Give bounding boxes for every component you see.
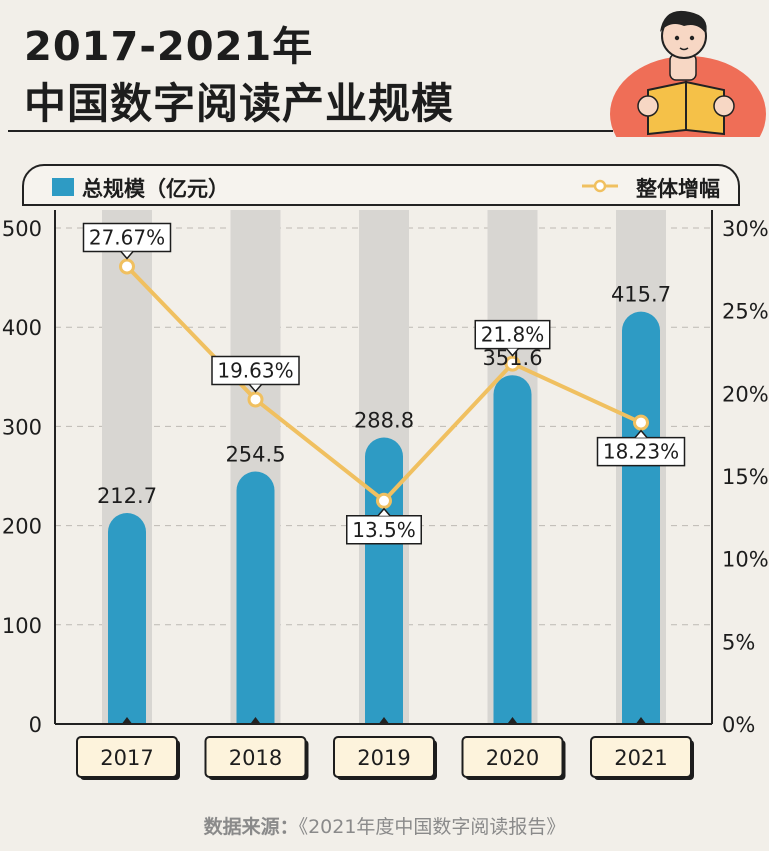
y-tick-label: 0 bbox=[29, 713, 42, 737]
legend-swatch-line bbox=[582, 179, 618, 193]
bar bbox=[365, 437, 403, 724]
y-tick-label: 500 bbox=[2, 217, 42, 241]
bar bbox=[108, 513, 146, 724]
bar-value-label: 415.7 bbox=[611, 283, 671, 307]
growth-value-label: 21.8% bbox=[481, 323, 545, 347]
bar-value-label: 254.5 bbox=[225, 443, 285, 467]
growth-value-label: 18.23% bbox=[603, 440, 679, 464]
y-tick-label: 100 bbox=[2, 614, 42, 638]
growth-label-box bbox=[82, 222, 172, 253]
x-tick-label: 2020 bbox=[486, 746, 539, 770]
x-label-box bbox=[461, 736, 564, 778]
growth-point bbox=[633, 414, 649, 431]
x-label-box bbox=[333, 736, 435, 778]
growth-point bbox=[119, 258, 135, 275]
growth-label-pointer bbox=[634, 429, 648, 439]
x-label-box bbox=[76, 736, 178, 778]
bar bbox=[236, 471, 275, 724]
growth-value-label: 19.63% bbox=[217, 358, 293, 382]
legend-swatch-bar bbox=[52, 178, 74, 196]
growth-label-pointer bbox=[120, 251, 134, 260]
source-label: 数据来源： bbox=[203, 816, 299, 838]
growth-label-box bbox=[346, 515, 422, 545]
y-tick-label: 400 bbox=[2, 316, 42, 340]
growth-label-box bbox=[211, 355, 300, 386]
reader-illustration-icon bbox=[610, 10, 766, 137]
x-tick-label: 2018 bbox=[229, 746, 282, 770]
y2-tick-label: 0% bbox=[722, 713, 755, 737]
growth-point bbox=[247, 391, 264, 408]
x-tick-label: 2017 bbox=[100, 746, 153, 770]
chart-title-line1: 2017-2021年 bbox=[24, 24, 314, 70]
growth-label-pointer bbox=[248, 383, 263, 393]
source-note: 数据来源：《2021年度中国数字阅读报告》 bbox=[0, 812, 769, 839]
x-tick-marker bbox=[635, 717, 647, 725]
y2-tick-label: 5% bbox=[722, 630, 755, 654]
x-tick-marker bbox=[506, 717, 519, 725]
x-tick-marker bbox=[249, 717, 262, 725]
growth-label-box bbox=[474, 319, 551, 350]
x-label-box bbox=[590, 736, 692, 778]
growth-label-pointer bbox=[505, 348, 520, 357]
y2-tick-label: 10% bbox=[722, 548, 769, 572]
legend-label-line: 整体增幅 bbox=[636, 177, 720, 201]
bar-value-label: 212.7 bbox=[97, 484, 157, 508]
y-tick-label: 300 bbox=[2, 415, 42, 439]
y2-tick-label: 25% bbox=[722, 300, 769, 324]
growth-point bbox=[504, 355, 521, 372]
x-tick-marker bbox=[378, 717, 390, 725]
x-tick-label: 2019 bbox=[357, 746, 410, 770]
growth-point bbox=[376, 492, 392, 509]
x-tick-label: 2021 bbox=[614, 746, 667, 770]
growth-value-label: 27.67% bbox=[89, 226, 165, 250]
x-label-box bbox=[204, 736, 307, 778]
title-divider bbox=[8, 130, 613, 132]
chart-legend: 总规模（亿元） 整体增幅 bbox=[22, 164, 740, 206]
bar bbox=[622, 311, 660, 724]
growth-label-pointer bbox=[377, 507, 391, 517]
growth-label-box bbox=[596, 436, 686, 467]
y2-tick-label: 30% bbox=[722, 217, 769, 241]
growth-value-label: 13.5% bbox=[352, 518, 416, 542]
chart-title-line2: 中国数字阅读产业规模 bbox=[24, 79, 455, 128]
y-tick-label: 200 bbox=[2, 515, 42, 539]
source-text: 《2021年度中国数字阅读报告》 bbox=[298, 816, 566, 838]
legend-label-bar: 总规模（亿元） bbox=[82, 177, 229, 201]
y2-tick-label: 20% bbox=[722, 382, 769, 406]
y2-tick-label: 15% bbox=[722, 465, 769, 489]
bar-value-label: 288.8 bbox=[354, 409, 414, 433]
bar bbox=[493, 375, 532, 724]
x-tick-marker bbox=[121, 717, 133, 725]
